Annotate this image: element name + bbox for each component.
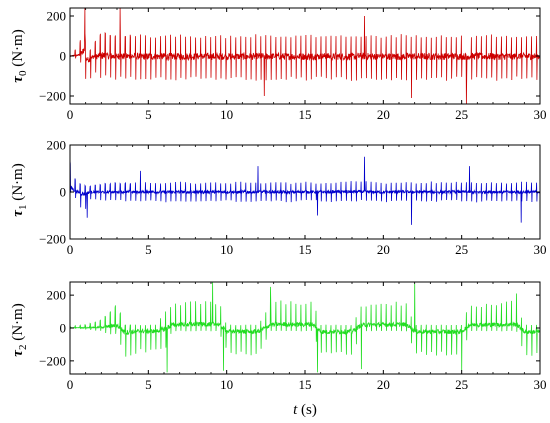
y-axis-label: τ2 (N·m) [10,303,29,356]
y-axis-label: τ0 (N·m) [10,29,29,82]
series-line [70,8,540,104]
y-tick-label: 0 [60,185,67,200]
x-tick-label: 5 [145,107,152,122]
x-tick-label: 15 [299,377,312,392]
y-axis-label-symbol: τ [10,209,26,217]
y-axis-label-symbol: τ [10,349,26,357]
x-tick-label: 30 [534,377,547,392]
x-tick-label: 25 [455,377,468,392]
x-axis-label: t (s) [293,402,317,418]
x-axis-label-var: t [293,402,298,418]
x-tick-label: 20 [377,107,390,122]
y-axis-label-subscript: 0 [17,70,29,76]
x-tick-label: 0 [67,242,74,257]
y-axis-label-subscript: 1 [17,205,29,211]
y-axis-label-unit: (N·m) [10,163,26,204]
x-tick-label: 30 [534,242,547,257]
y-axis-label: τ1 (N·m) [10,163,29,216]
x-axis-label-unit: (s) [297,402,317,418]
y-tick-label: −200 [39,353,66,368]
x-tick-label: 0 [67,377,74,392]
x-tick-label: 30 [534,107,547,122]
y-tick-label: −200 [39,232,66,247]
x-tick-label: 5 [145,242,152,257]
y-tick-label: 200 [47,288,67,303]
x-tick-label: 20 [377,242,390,257]
x-tick-label: 0 [67,107,74,122]
x-tick-label: 15 [299,107,312,122]
y-axis-label-symbol: τ [10,75,26,83]
y-tick-label: 200 [47,9,67,24]
y-axis-label-unit: (N·m) [10,303,26,344]
y-axis-label-subscript: 2 [17,345,29,351]
x-tick-label: 10 [220,242,233,257]
y-tick-label: 0 [60,321,67,336]
x-tick-label: 25 [455,107,468,122]
y-tick-label: −200 [39,89,66,104]
x-tick-label: 15 [299,242,312,257]
y-tick-label: 200 [47,138,67,153]
x-tick-label: 10 [220,377,233,392]
y-tick-label: 0 [60,49,67,64]
series-line [70,156,540,225]
x-tick-label: 20 [377,377,390,392]
series-line [70,282,540,373]
x-tick-label: 5 [145,377,152,392]
y-axis-label-unit: (N·m) [10,29,26,70]
x-tick-label: 10 [220,107,233,122]
x-tick-label: 25 [455,242,468,257]
